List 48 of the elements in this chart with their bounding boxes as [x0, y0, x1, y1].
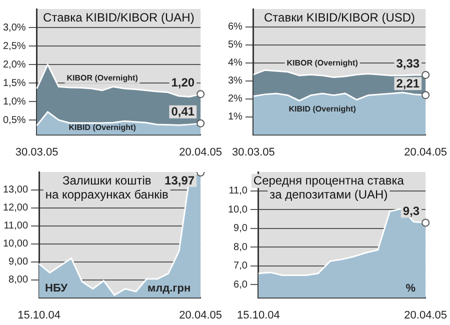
y-tick-label: 2,5% — [2, 40, 26, 52]
annotation: НБУ — [45, 282, 68, 294]
x-tick-label: 20.04.05 — [404, 308, 448, 321]
y-tick-label: 0,5% — [2, 114, 26, 126]
y-tick-label: 6,0 — [234, 278, 248, 290]
y-tick-label: 9,0 — [234, 222, 248, 234]
x-tick-label: 20.04.05 — [179, 146, 222, 158]
y-tick-label: 1,5% — [2, 78, 26, 89]
y-tick-label: 3,0% — [2, 22, 26, 34]
y-tick-label: 10,00 — [2, 238, 28, 250]
y-tick-label: 12,00 — [2, 202, 28, 214]
y-tick-label: 8,00 — [8, 274, 28, 286]
y-tick-label: 4% — [228, 58, 243, 69]
text: Середня процентна ставка за депозитами (UAH) — [253, 172, 404, 201]
x-tick-label: 30.03.05 — [232, 146, 275, 158]
x-tick-label: 20.04.05 — [404, 146, 448, 158]
x-tick-label: 20.04.05 — [179, 308, 222, 321]
series-label: KIBID (Overnight) — [288, 104, 356, 114]
data-label: 9,3 — [402, 204, 420, 218]
y-tick-label: 2% — [228, 94, 243, 105]
data-label: 0,41 — [171, 104, 195, 119]
y-tick-label: 13,00 — [2, 184, 28, 196]
y-tick-label: 1,0% — [2, 96, 26, 108]
y-tick-label: 1% — [228, 112, 243, 123]
y-tick-label: 10,0 — [228, 204, 248, 215]
x-tick-label: 30.03.05 — [15, 146, 58, 158]
y-tick-label: 3% — [228, 76, 243, 87]
y-tick-label: 6% — [228, 22, 243, 33]
data-label: 2,21 — [396, 76, 420, 90]
data-label: 1,20 — [171, 75, 195, 90]
x-tick-label: 15.10.04 — [237, 308, 280, 321]
series-label: KIBID (Overnight) — [68, 123, 136, 132]
y-tick-label: 11,00 — [4, 220, 28, 232]
data-label: 13,97 — [164, 172, 195, 187]
y-tick-label: 9,00 — [8, 256, 28, 268]
y-tick-label: 5% — [228, 40, 243, 51]
y-tick-label: 8,0 — [234, 241, 248, 252]
y-tick-label: 7,0 — [234, 260, 248, 272]
data-label: 3,33 — [396, 56, 420, 70]
y-tick-label: 11,0 — [228, 185, 248, 196]
annotation: % — [406, 282, 416, 294]
x-tick-label: 15.10.04 — [18, 308, 60, 321]
chart-title: Ставки KIBID/KIBOR (USD) — [264, 10, 416, 24]
annotation: млд.грн — [147, 282, 191, 294]
series-label: KIBOR (Overnight) — [66, 74, 138, 83]
series-label: KIBOR (Overnight) — [286, 58, 358, 68]
chart-title: Ставка KIBID/KIBOR (UAH) — [43, 10, 194, 24]
y-tick-label: 2,0% — [2, 59, 26, 70]
